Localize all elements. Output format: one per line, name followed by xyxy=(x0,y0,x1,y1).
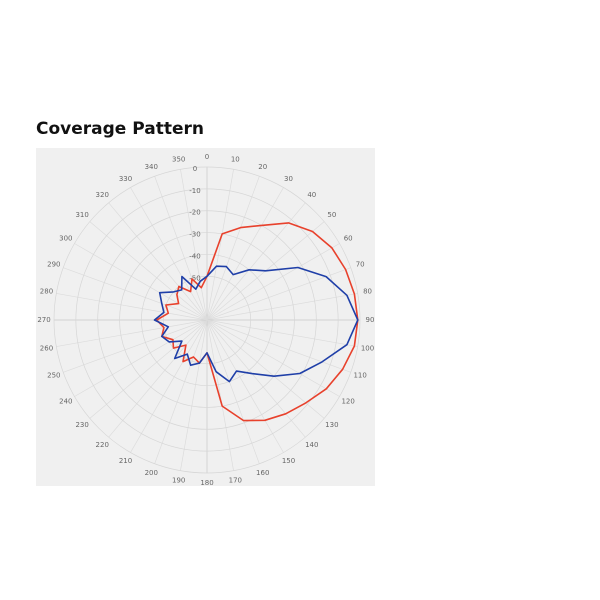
radial-grid-circle xyxy=(97,210,317,430)
angle-tick-label: 280 xyxy=(40,288,53,296)
angle-tick-label: 70 xyxy=(356,260,365,268)
angle-tick-label: 230 xyxy=(75,421,88,429)
angle-grid-line xyxy=(74,243,208,321)
angle-tick-label: 140 xyxy=(305,441,318,449)
angle-tick-label: 190 xyxy=(172,477,185,485)
angle-tick-label: 350 xyxy=(172,155,185,163)
angle-tick-label: 260 xyxy=(40,344,53,352)
radial-tick-label: 0 xyxy=(193,165,197,173)
angle-grid-line xyxy=(206,293,358,321)
angle-grid-line xyxy=(206,243,340,321)
angle-grid-line xyxy=(206,319,284,453)
angle-tick-label: 220 xyxy=(96,441,109,449)
radial-tick-label: -40 xyxy=(189,252,200,260)
angle-tick-label: 130 xyxy=(325,421,338,429)
radial-grid-circle xyxy=(119,232,295,408)
angle-grid-line xyxy=(108,319,208,438)
angle-grid-line xyxy=(56,319,208,347)
angle-grid-line xyxy=(206,319,358,347)
angle-tick-label: 170 xyxy=(229,477,242,485)
angle-tick-label: 100 xyxy=(361,344,374,352)
angle-grid-line xyxy=(89,221,208,321)
radial-tick-label: -20 xyxy=(189,209,200,217)
angle-grid-line xyxy=(206,169,234,321)
angle-tick-label: 240 xyxy=(59,398,72,406)
angle-tick-label: 270 xyxy=(37,316,50,324)
angle-tick-label: 180 xyxy=(200,479,213,487)
angle-tick-label: 320 xyxy=(96,191,109,199)
radial-tick-label: -50 xyxy=(189,274,200,282)
angle-tick-label: 120 xyxy=(341,398,354,406)
angle-grid-line xyxy=(206,319,351,373)
angle-grid-line xyxy=(63,319,208,373)
angle-tick-label: 290 xyxy=(47,260,60,268)
radial-grid-circle xyxy=(75,188,339,452)
angle-grid-line xyxy=(63,267,208,321)
angle-tick-label: 110 xyxy=(353,372,366,380)
angle-tick-label: 30 xyxy=(284,175,293,183)
angle-tick-label: 60 xyxy=(344,235,353,243)
angle-tick-label: 310 xyxy=(75,211,88,219)
angle-grid-line xyxy=(89,319,208,419)
angle-tick-label: 40 xyxy=(307,191,316,199)
angle-tick-label: 50 xyxy=(327,211,336,219)
radial-tick-label: -30 xyxy=(189,231,200,239)
angle-tick-label: 330 xyxy=(119,175,132,183)
angle-tick-label: 250 xyxy=(47,372,60,380)
angle-tick-label: 0 xyxy=(205,153,209,161)
angle-tick-label: 300 xyxy=(59,235,72,243)
angle-grid-line xyxy=(206,319,260,464)
radial-tick-label: -10 xyxy=(189,187,200,195)
angle-grid-line xyxy=(206,176,260,321)
angle-grid-line xyxy=(206,319,325,419)
chart-title: Coverage Pattern xyxy=(36,119,204,139)
angle-grid-line xyxy=(130,319,208,453)
angle-grid-line xyxy=(154,176,208,321)
angle-grid-line xyxy=(206,319,340,397)
angle-grid-line xyxy=(130,187,208,321)
angle-tick-label: 160 xyxy=(256,469,269,477)
angle-grid-line xyxy=(180,319,208,471)
angle-tick-label: 90 xyxy=(366,316,375,324)
angle-grid-line xyxy=(154,319,208,464)
angle-grid-line xyxy=(180,169,208,321)
angle-grid-line xyxy=(206,187,284,321)
angle-grid-line xyxy=(108,202,208,321)
angle-grid-line xyxy=(206,319,234,471)
angle-grid-line xyxy=(74,319,208,397)
angle-tick-label: 340 xyxy=(145,163,158,171)
angle-tick-label: 210 xyxy=(119,457,132,465)
radial-grid-circle xyxy=(53,166,361,474)
angle-tick-label: 80 xyxy=(363,288,372,296)
radial-grid-circle xyxy=(141,254,273,386)
pattern-line xyxy=(153,265,359,383)
angle-grid-line xyxy=(56,293,208,321)
angle-tick-label: 200 xyxy=(145,469,158,477)
angle-grid-line xyxy=(206,319,306,438)
angle-tick-label: 20 xyxy=(258,163,267,171)
angle-tick-label: 10 xyxy=(231,155,240,163)
angle-tick-label: 150 xyxy=(282,457,295,465)
